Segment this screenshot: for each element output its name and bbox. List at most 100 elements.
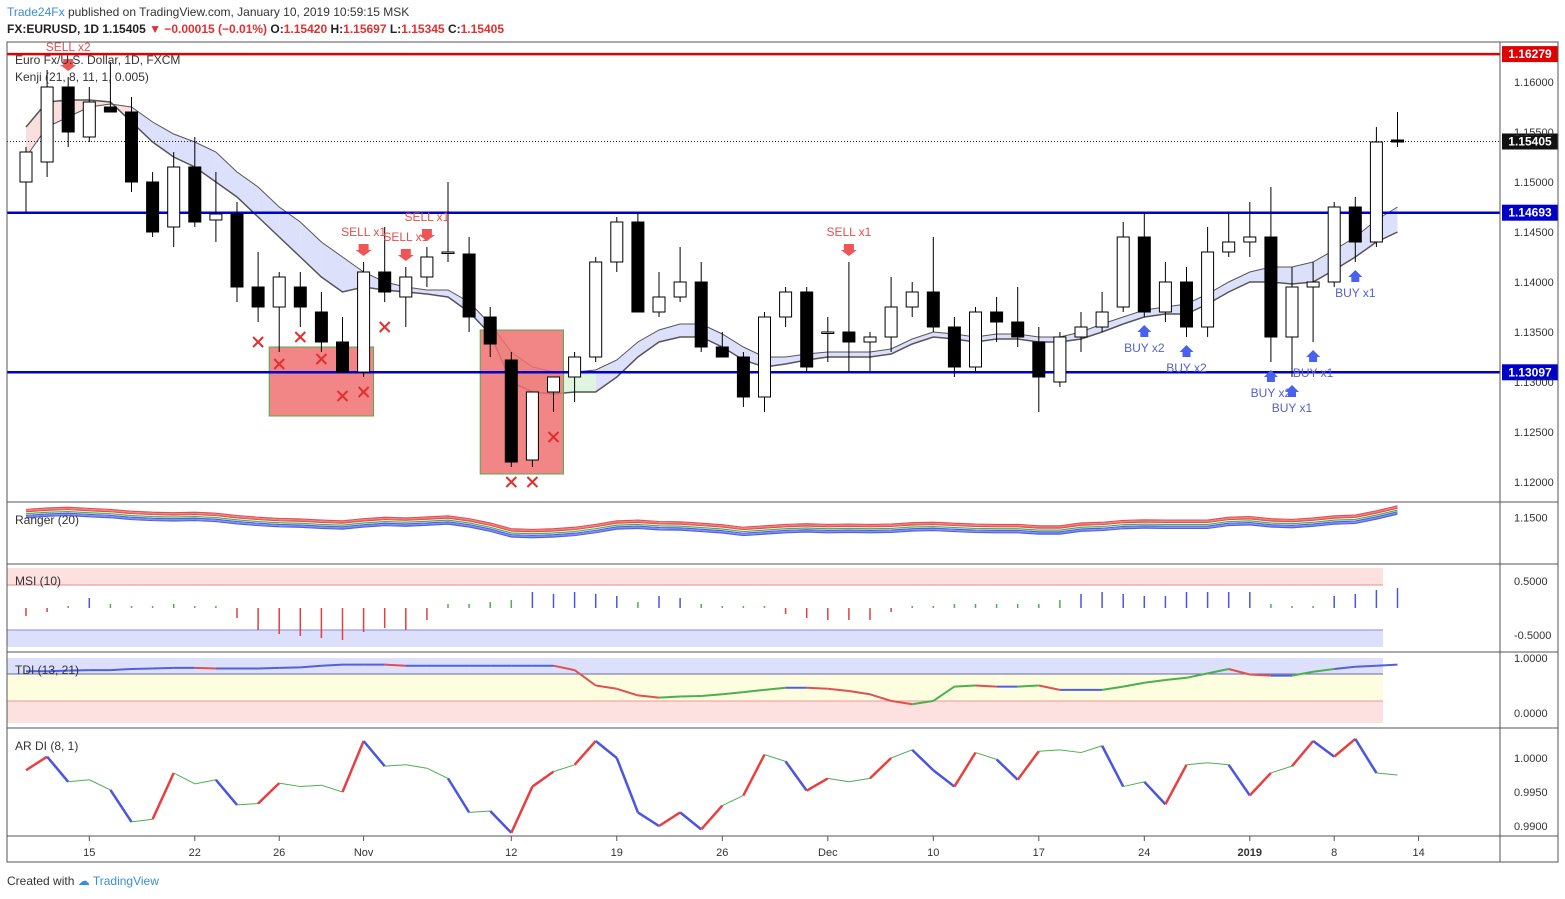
author-name[interactable]: Trade24Fx [7,5,65,19]
ardi-line-segment [1100,745,1125,788]
ardi-line-segment [890,749,913,759]
ardi-line-segment [1333,738,1357,758]
kenji-cloud-segment [1102,317,1124,332]
kenji-cloud-segment [870,349,892,357]
candle-body [1391,139,1404,143]
tdi-line-segment [1165,676,1187,681]
sell-signal-label: SELL x2 [46,40,91,54]
msi-title: MSI (10) [15,574,61,588]
created-with-label: Created with [7,874,75,888]
ardi-line-segment [321,784,343,793]
tdi-line-segment [1017,684,1039,688]
ardi-line-segment [1312,739,1335,758]
msi-pane[interactable]: MSI (10) 0.5000 -0.5000 [7,568,1551,647]
candle-body [103,106,117,113]
last-price-tag [1502,133,1558,150]
msi-tick-label: 0.5000 [1514,576,1548,588]
buy-arrow-icon [1306,350,1321,362]
ranger-band-line [25,507,1398,533]
cross-marker [505,476,518,488]
tdi-line-segment [764,686,786,691]
kenji-cloud-segment [1228,272,1250,292]
buy-signal-label: BUY x2 [1124,341,1165,355]
time-tick-label: 24 [1138,847,1150,859]
ranger-tick-label: 1.1500 [1514,512,1548,524]
price-tick-label: 1.12500 [1514,427,1554,439]
candle-body [399,276,413,298]
kenji-legend: Kenji (21, 8, 11, 1, 0.005) [15,70,149,84]
ardi-line-segment [573,740,597,766]
kenji-cloud-segment [279,207,301,257]
last-price: 1.15405 [102,22,146,36]
tdi-upper-zone [7,658,1383,674]
ranger-band-line [25,511,1398,537]
tdi-line-segment [68,669,90,672]
footer: Created with ☁ TradingView [7,874,159,888]
candle-body [800,291,814,368]
price-change: ▼ −0.00015 (−0.01%) [149,22,268,36]
candle-body [146,181,160,233]
kenji-cloud-segment [827,352,849,357]
sell-arrow-icon [397,249,414,261]
ranger-band-line [25,505,1398,531]
time-axis[interactable]: 15 22 26 Nov 12 19 26 Dec 10 17 24 2019 8 14 [83,836,1425,859]
candle-body [378,271,392,293]
ardi-line-segment [510,786,534,834]
candle-body [483,316,497,345]
kenji-cloud-segment [1123,310,1145,324]
close-value: 1.15405 [460,22,505,36]
candle-body [293,286,307,308]
chart-frame [6,41,1559,863]
candle-body [357,271,371,373]
candle-body [251,286,265,308]
cross-marker [273,358,285,370]
candle-body [1074,326,1088,338]
candle-body [1348,206,1362,243]
time-tick-label: 8 [1331,847,1337,859]
ardi-line-segment [742,754,766,796]
low-value: 1.15345 [401,22,445,36]
tdi-line-segment [1376,663,1398,667]
candle-body [1369,141,1383,243]
tdi-line-segment [47,669,69,673]
kenji-cloud-segment [891,339,913,354]
tdi-line-segment [848,690,871,696]
candle-body [758,316,771,398]
tdi-line-segment [1355,664,1377,668]
ardi-pane[interactable]: AR DI (8, 1) 1.0000 0.9950 0.9900 [15,738,1548,834]
candle-body [188,166,202,223]
level-tag [1502,46,1558,63]
cross-marker [252,336,264,348]
tdi-tick-label: 1.0000 [1514,653,1548,665]
ardi-line-segment [68,779,90,783]
time-tick-label: 17 [1033,847,1045,859]
tdi-pane[interactable]: TDI (13, 21) 1.0000 0.0000 [7,653,1548,723]
ranger-band-line [25,512,1398,538]
candle-body [1137,236,1151,313]
ardi-line-segment [405,764,427,769]
tradingview-link[interactable]: TradingView [92,874,159,888]
kenji-cloud-segment [152,122,174,157]
candle-body [589,261,603,358]
candle-body [1053,336,1067,383]
ardi-line-segment [1354,738,1378,774]
ranger-pane[interactable]: Ranger (20) 1.1500 [15,505,1548,539]
buy-signal-label: BUY x1 [1293,366,1334,380]
publish-header: Trade24Fx published on TradingView.com, … [7,5,409,19]
ardi-line-segment [1038,749,1060,752]
buy-signal-label: BUY x1 [1272,401,1313,415]
tdi-line-segment [1144,679,1166,684]
tdi-line-segment [743,688,765,694]
candle-body [631,221,645,313]
tdi-line-segment [975,684,997,688]
candle-body [1095,311,1109,328]
candle-body [525,391,539,461]
ardi-line-segment [1376,772,1398,776]
ardi-line-segment [679,811,702,831]
main-price-pane[interactable]: 1.16279 1.14693 1.13097 1.15405 SELL x2 SELL … [7,40,1558,489]
tradingview-logo-icon: ☁ [77,874,90,888]
kenji-cloud-segment [300,222,322,277]
quote-line: FX:EURUSD, 1D 1.15405 ▼ −0.00015 (−0.01%… [7,22,504,36]
ardi-line-segment [214,778,238,806]
